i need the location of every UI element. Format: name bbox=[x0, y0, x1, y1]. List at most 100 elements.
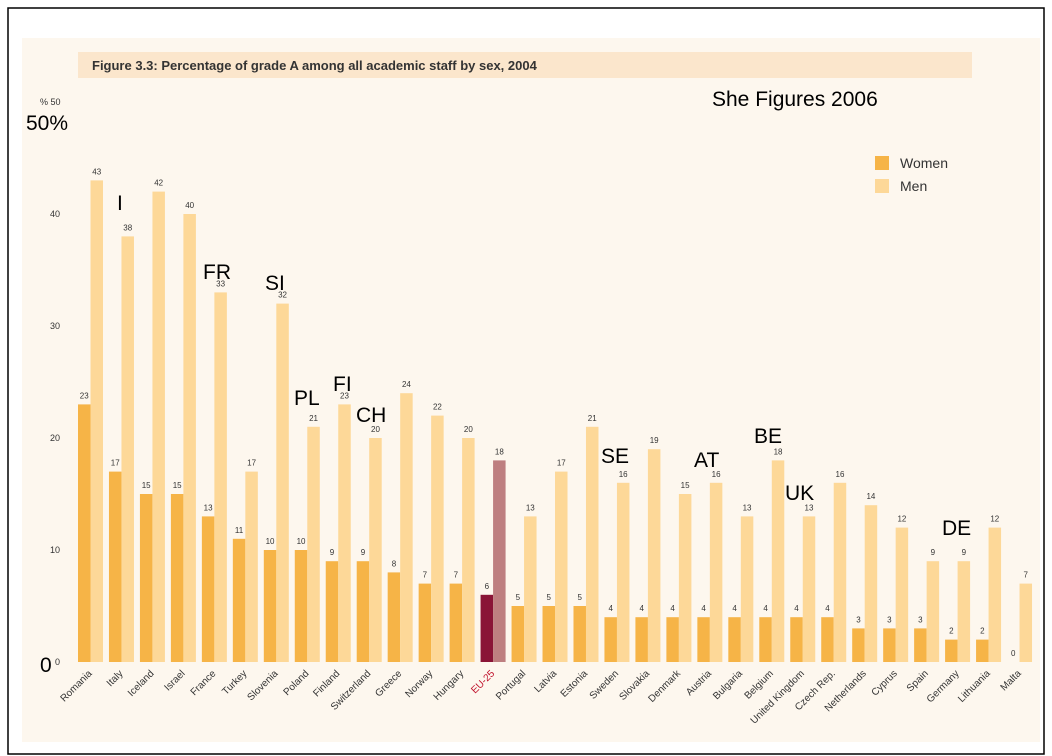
data-label: 20 bbox=[371, 425, 380, 434]
annotation: SI bbox=[265, 272, 285, 295]
bar bbox=[493, 460, 506, 662]
legend-swatch bbox=[875, 156, 889, 170]
bar bbox=[697, 617, 710, 662]
bar bbox=[802, 516, 816, 662]
data-label: 7 bbox=[454, 571, 459, 580]
annotation: CH bbox=[356, 404, 386, 427]
y-tick-label: 40 bbox=[50, 209, 60, 219]
bar bbox=[883, 628, 896, 662]
data-label: 7 bbox=[1024, 571, 1029, 580]
bar bbox=[245, 471, 258, 662]
data-label: 4 bbox=[608, 604, 613, 613]
y-tick-label: % 50 bbox=[40, 97, 61, 107]
bar bbox=[90, 180, 103, 662]
data-label: 15 bbox=[173, 481, 182, 490]
data-label: 40 bbox=[185, 201, 194, 210]
data-label: 16 bbox=[712, 470, 721, 479]
y-tick-label: 10 bbox=[50, 545, 60, 555]
data-label: 23 bbox=[340, 391, 349, 400]
bar bbox=[511, 606, 525, 662]
data-label: 12 bbox=[897, 515, 906, 524]
bar bbox=[728, 617, 741, 662]
data-label: 2 bbox=[980, 627, 985, 636]
data-label: 16 bbox=[619, 470, 628, 479]
bar bbox=[387, 572, 401, 662]
annotation: AT bbox=[694, 449, 719, 472]
data-label: 16 bbox=[836, 470, 845, 479]
bar bbox=[833, 482, 847, 662]
bar bbox=[449, 583, 463, 662]
bar bbox=[480, 594, 494, 662]
bar bbox=[431, 415, 444, 662]
legend-swatch bbox=[875, 179, 889, 193]
data-label: 4 bbox=[732, 604, 737, 613]
data-label: 5 bbox=[516, 593, 521, 602]
bar bbox=[945, 639, 958, 662]
data-label: 17 bbox=[111, 459, 120, 468]
data-label: 13 bbox=[805, 503, 814, 512]
data-label: 4 bbox=[825, 604, 830, 613]
data-label: 32 bbox=[278, 291, 287, 300]
bar bbox=[307, 426, 320, 662]
bar bbox=[988, 527, 1002, 662]
data-label: 42 bbox=[154, 179, 163, 188]
data-label: 20 bbox=[464, 425, 473, 434]
legend-label: Men bbox=[900, 178, 927, 194]
y-tick-label: 30 bbox=[50, 321, 60, 331]
bar bbox=[555, 471, 568, 662]
annotation: PL bbox=[294, 387, 320, 410]
bar bbox=[740, 516, 754, 662]
bar bbox=[78, 404, 91, 662]
annotation: DE bbox=[942, 517, 971, 540]
bar bbox=[108, 471, 122, 662]
bar bbox=[759, 617, 772, 662]
bar bbox=[183, 214, 196, 662]
bar bbox=[276, 303, 289, 662]
bar bbox=[616, 482, 630, 662]
data-label: 6 bbox=[485, 582, 490, 591]
bar bbox=[957, 561, 971, 662]
bar bbox=[821, 617, 834, 662]
data-label: 9 bbox=[962, 548, 967, 557]
data-label: 7 bbox=[423, 571, 428, 580]
data-label: 9 bbox=[931, 548, 936, 557]
bar bbox=[232, 538, 246, 662]
data-label: 13 bbox=[526, 503, 535, 512]
data-label: 8 bbox=[392, 559, 397, 568]
data-label: 15 bbox=[142, 481, 151, 490]
bar bbox=[462, 438, 475, 662]
annotation: 50% bbox=[26, 112, 68, 135]
data-label: 0 bbox=[1011, 649, 1016, 658]
bar bbox=[214, 292, 227, 662]
data-label: 38 bbox=[123, 223, 132, 232]
bar bbox=[852, 628, 865, 662]
data-label: 14 bbox=[866, 492, 875, 501]
data-label: 11 bbox=[235, 526, 244, 535]
data-label: 21 bbox=[309, 414, 318, 423]
bar bbox=[790, 617, 803, 662]
annotation: FI bbox=[333, 373, 352, 396]
bar bbox=[369, 438, 382, 662]
data-label: 4 bbox=[794, 604, 799, 613]
data-label: 5 bbox=[578, 593, 583, 602]
annotation: 0 bbox=[40, 654, 52, 677]
data-label: 4 bbox=[701, 604, 706, 613]
bar bbox=[139, 494, 153, 662]
data-label: 5 bbox=[547, 593, 552, 602]
data-label: 4 bbox=[670, 604, 675, 613]
annotation: SE bbox=[601, 445, 629, 468]
data-label: 12 bbox=[990, 515, 999, 524]
title-band bbox=[78, 52, 972, 78]
bar bbox=[926, 561, 940, 662]
data-label: 10 bbox=[266, 537, 275, 546]
data-label: 9 bbox=[330, 548, 335, 557]
bar bbox=[418, 583, 432, 662]
y-tick-label: 20 bbox=[50, 433, 60, 443]
data-label: 17 bbox=[247, 459, 256, 468]
data-label: 15 bbox=[681, 481, 690, 490]
bar bbox=[647, 449, 661, 662]
data-label: 10 bbox=[297, 537, 306, 546]
bar bbox=[152, 191, 165, 662]
bar bbox=[1019, 583, 1033, 662]
